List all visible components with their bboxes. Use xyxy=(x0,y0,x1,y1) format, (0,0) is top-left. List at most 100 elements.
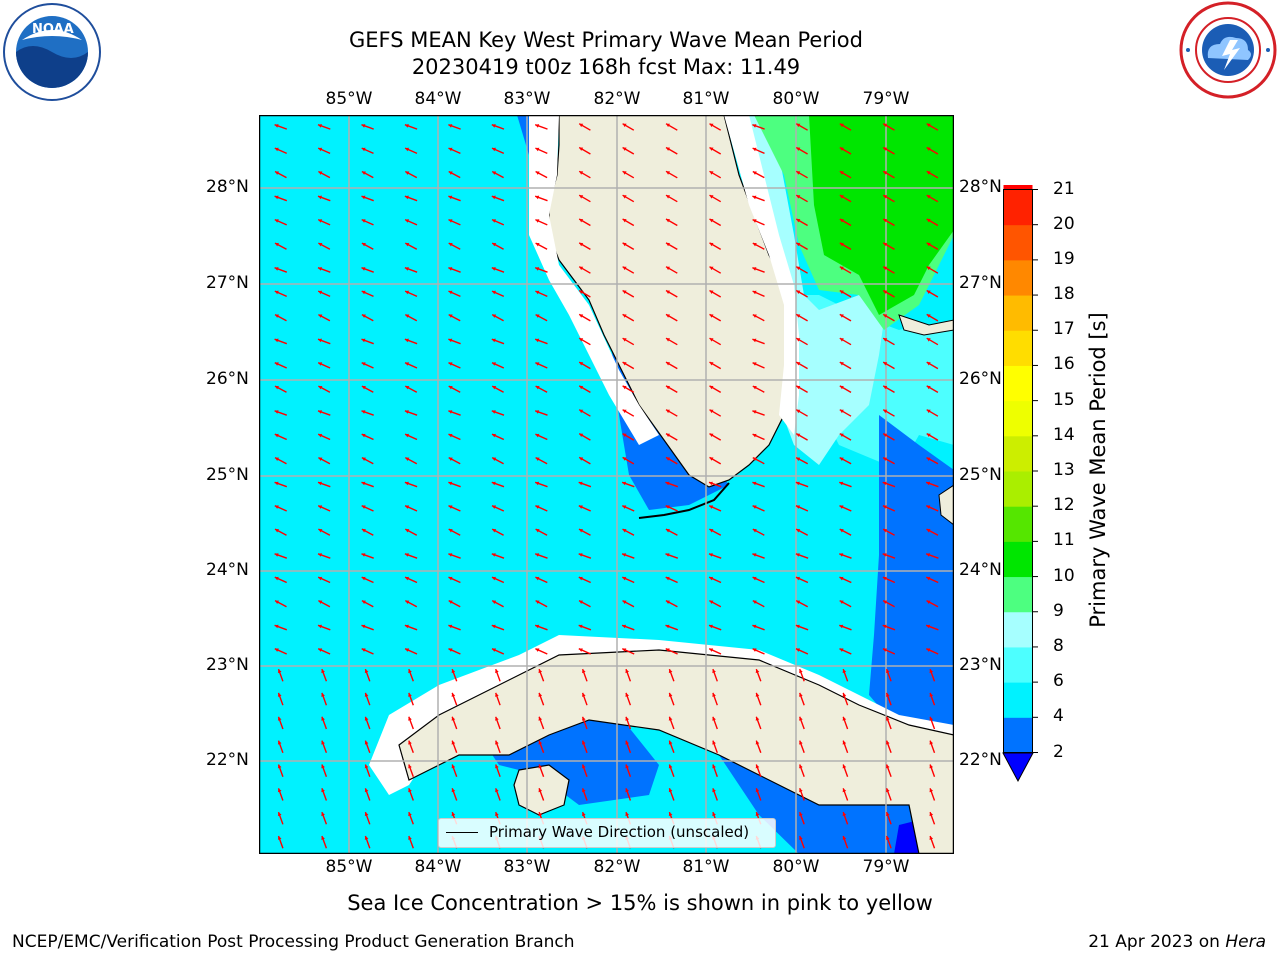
wave-arrow-head xyxy=(709,219,714,223)
wave-arrow-head xyxy=(275,171,279,175)
wave-arrow-head xyxy=(579,123,584,128)
wave-arrow-head xyxy=(578,505,583,509)
wave-arrow-head xyxy=(625,788,629,793)
colorbar-extend-triangle xyxy=(1002,752,1034,783)
nws-logo xyxy=(1178,0,1278,100)
wave-arrow-head xyxy=(668,716,673,721)
wave-arrow-head xyxy=(535,171,540,175)
wave-arrow-head xyxy=(535,243,540,247)
wave-arrow-head xyxy=(752,600,757,604)
wave-arrow-head xyxy=(839,481,844,486)
wave-arrow-head xyxy=(755,740,760,745)
wave-arrow-head xyxy=(839,195,844,199)
wave-arrow-head xyxy=(495,692,499,697)
wave-arrow-head xyxy=(492,648,496,652)
wave-arrow-head xyxy=(752,362,757,366)
wave-arrow-head xyxy=(318,195,322,200)
wave-arrow-head xyxy=(448,505,453,509)
wave-arrow-head xyxy=(882,576,887,581)
wave-arrow-head xyxy=(666,362,670,366)
wave-arrow-head xyxy=(535,576,540,581)
wave-arrow-head xyxy=(361,338,366,343)
wave-arrow-head xyxy=(752,290,757,295)
wave-arrow-head xyxy=(448,338,453,343)
wave-arrow-head xyxy=(318,243,323,247)
wave-arrow-head xyxy=(579,338,584,342)
wave-arrow-head xyxy=(277,812,282,817)
wave-arrow-head xyxy=(535,338,540,343)
wave-arrow-head xyxy=(883,433,888,437)
wave-arrow-head xyxy=(579,433,584,437)
wave-arrow-head xyxy=(926,576,931,581)
wave-arrow-head xyxy=(535,600,540,604)
wave-arrow-head xyxy=(405,243,410,247)
wave-arrow-head xyxy=(796,171,801,175)
wave-arrow-head xyxy=(839,553,844,557)
wave-arrow-head xyxy=(318,338,322,343)
wave-arrow-head xyxy=(318,219,323,223)
wave-arrow-head xyxy=(535,362,540,366)
wave-arrow-head xyxy=(404,124,409,128)
wave-arrow-head xyxy=(709,266,714,271)
wave-arrow-head xyxy=(492,529,497,533)
wave-arrow-head xyxy=(796,219,801,223)
wave-arrow-head xyxy=(839,529,844,533)
wave-arrow-head xyxy=(926,385,931,390)
wave-arrow-head xyxy=(709,314,714,318)
colorbar-segment xyxy=(1003,259,1033,296)
colorbar-tick-label: 2 xyxy=(1053,741,1064,762)
map-subtitle: 20230419 t00z 168h fcst Max: 11.49 xyxy=(411,55,801,79)
wave-arrow-head xyxy=(712,669,716,674)
wave-arrow-head xyxy=(755,692,760,697)
wave-arrow-head xyxy=(622,338,627,342)
wave-arrow-head xyxy=(796,385,801,390)
wave-arrow-head xyxy=(752,505,757,509)
colorbar-tick-label: 10 xyxy=(1053,565,1075,586)
wave-arrow-head xyxy=(709,338,714,342)
lon-label-bottom: 79°W xyxy=(862,857,910,877)
wave-arrow-head xyxy=(796,242,801,247)
wave-arrow-head xyxy=(709,147,714,151)
wave-arrow-head xyxy=(709,648,714,652)
wave-arrow-head xyxy=(318,314,323,318)
wave-arrow-head xyxy=(277,764,282,769)
wave-arrow-head xyxy=(929,740,934,745)
wave-arrow-head xyxy=(666,219,670,223)
wave-arrow-head xyxy=(709,433,714,437)
wave-arrow-head xyxy=(665,505,670,509)
wave-arrow-head xyxy=(839,362,844,366)
wave-arrow-head xyxy=(492,243,497,247)
wave-arrow-head xyxy=(274,505,279,509)
wave-arrow-head xyxy=(405,505,410,509)
wave-arrow-head xyxy=(752,433,757,438)
wave-arrow-head xyxy=(404,267,409,271)
wave-arrow-head xyxy=(361,648,366,652)
wave-arrow-head xyxy=(275,600,279,604)
lon-label-bottom: 82°W xyxy=(593,857,641,877)
wave-arrow-head xyxy=(839,505,844,509)
wave-arrow-head xyxy=(883,385,888,390)
wave-arrow-head xyxy=(883,147,888,151)
wave-arrow-head xyxy=(712,764,716,769)
wave-arrow-head xyxy=(883,123,888,128)
wave-arrow-head xyxy=(886,812,890,817)
wave-arrow-head xyxy=(448,457,453,461)
wave-arrow-head xyxy=(926,266,931,271)
wave-arrow-head xyxy=(839,433,844,437)
bahamas-land-andros xyxy=(938,484,954,526)
wave-arrow-head xyxy=(796,362,801,366)
wave-arrow-head xyxy=(799,836,803,840)
wave-arrow-head xyxy=(712,788,716,793)
wave-arrow-head xyxy=(883,457,888,461)
wave-arrow-head xyxy=(448,600,453,604)
wave-arrow-head xyxy=(364,740,369,745)
wave-arrow-head xyxy=(839,314,844,318)
wave-arrow-head xyxy=(926,314,931,318)
wave-arrow-head xyxy=(361,505,366,509)
lon-label-top: 79°W xyxy=(862,89,910,109)
wave-arrow-head xyxy=(535,433,540,438)
wave-arrow-head xyxy=(668,788,673,793)
wave-arrow-head xyxy=(535,147,540,152)
lon-label-bottom: 80°W xyxy=(772,857,820,877)
wave-arrow-head xyxy=(799,669,803,674)
